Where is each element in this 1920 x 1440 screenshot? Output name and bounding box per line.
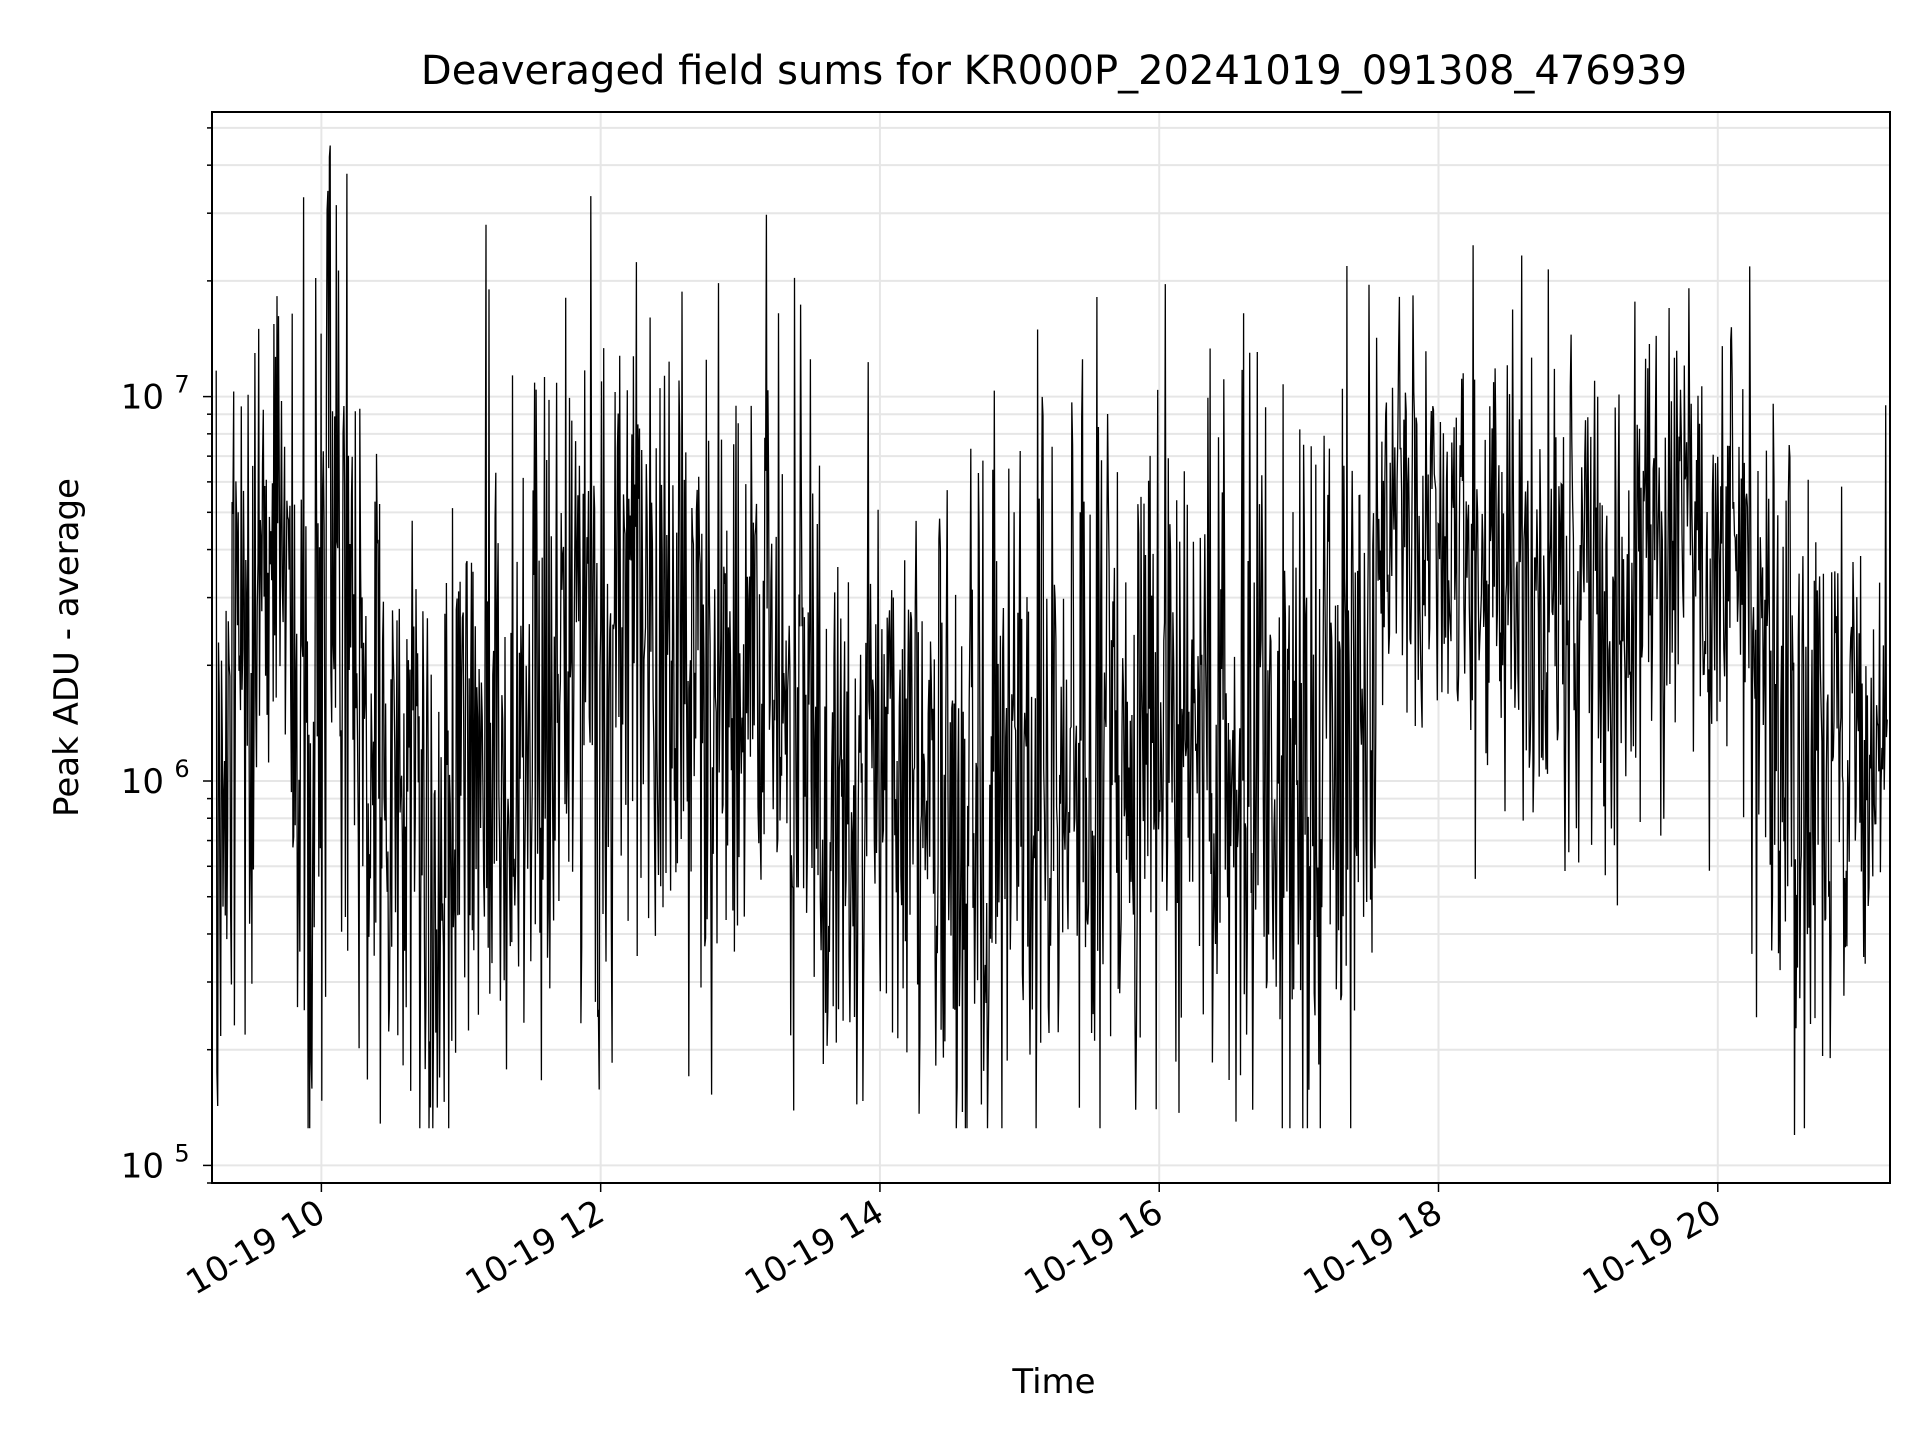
plot-frame [211, 111, 1891, 1184]
y-tick-label: 10 [121, 1146, 164, 1186]
x-axis-label: Time [1011, 1362, 1095, 1402]
data-layer [215, 145, 1888, 1136]
y-tick-label: 10 [121, 762, 164, 802]
y-tick-label-exponent: 6 [174, 755, 189, 783]
series-line [215, 145, 1888, 1136]
y-axis-label: Peak ADU - average [47, 478, 87, 817]
y-tick-label-exponent: 7 [174, 371, 189, 399]
chart-title: Deaveraged field sums for KR000P_2024101… [421, 48, 1687, 94]
y-tick-label-exponent: 5 [174, 1139, 189, 1167]
y-tick-label: 10 [121, 378, 164, 418]
